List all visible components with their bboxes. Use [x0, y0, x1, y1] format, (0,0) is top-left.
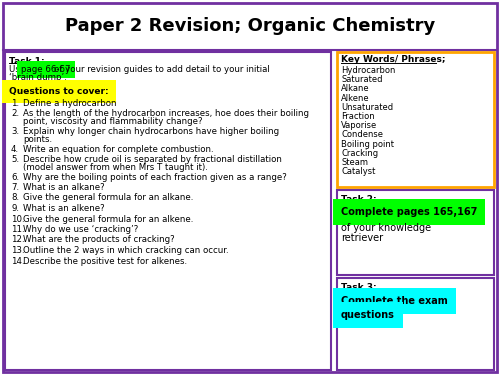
Text: What are the products of cracking?: What are the products of cracking? — [23, 236, 174, 244]
Text: of your revision guides to add detail to your initial: of your revision guides to add detail to… — [54, 65, 270, 74]
Text: What is an alkane?: What is an alkane? — [23, 183, 104, 192]
Text: Describe the positive test for alkenes.: Describe the positive test for alkenes. — [23, 256, 187, 265]
Text: retriever: retriever — [341, 233, 383, 243]
Text: Explain why longer chain hydrocarbons have higher boiling: Explain why longer chain hydrocarbons ha… — [23, 127, 279, 136]
Text: Saturated: Saturated — [341, 75, 382, 84]
Text: Describe how crude oil is separated by fractional distillation: Describe how crude oil is separated by f… — [23, 155, 282, 164]
Text: As the length of the hydrocarbon increases, hoe does their boiling: As the length of the hydrocarbon increas… — [23, 110, 309, 118]
FancyBboxPatch shape — [337, 278, 494, 370]
Text: Give the general formula for an alkane.: Give the general formula for an alkane. — [23, 194, 194, 202]
Text: 13.: 13. — [11, 246, 24, 255]
FancyBboxPatch shape — [337, 52, 494, 187]
Text: 8.: 8. — [11, 194, 19, 202]
Text: Give the general formula for an alkene.: Give the general formula for an alkene. — [23, 214, 194, 223]
Text: Outline the 2 ways in which cracking can occur.: Outline the 2 ways in which cracking can… — [23, 246, 229, 255]
Text: Paper 2 Revision; Organic Chemistry: Paper 2 Revision; Organic Chemistry — [65, 17, 435, 35]
Text: page 66-67: page 66-67 — [21, 65, 70, 74]
Text: point, viscosity and flammability change?: point, viscosity and flammability change… — [23, 117, 203, 126]
Text: 6.: 6. — [11, 172, 19, 182]
Text: 11.: 11. — [11, 225, 24, 234]
FancyBboxPatch shape — [337, 190, 494, 275]
Text: Complete pages 165,167: Complete pages 165,167 — [341, 207, 477, 217]
Text: Condense: Condense — [341, 130, 383, 140]
Text: Fraction: Fraction — [341, 112, 374, 121]
Text: points.: points. — [23, 135, 52, 144]
Text: 5.: 5. — [11, 155, 19, 164]
Text: Cracking: Cracking — [341, 149, 378, 158]
Text: 1.: 1. — [11, 99, 19, 108]
Text: Task 1;: Task 1; — [9, 56, 44, 65]
Text: What is an alkene?: What is an alkene? — [23, 204, 104, 213]
Text: ‘brain dump’.: ‘brain dump’. — [9, 73, 67, 82]
Text: Define a hydrocarbon: Define a hydrocarbon — [23, 99, 116, 108]
Text: Alkane: Alkane — [341, 84, 370, 93]
Text: Write an equation for complete combustion.: Write an equation for complete combustio… — [23, 144, 214, 153]
Text: Use: Use — [9, 65, 28, 74]
FancyBboxPatch shape — [3, 3, 497, 372]
Text: Alkene: Alkene — [341, 94, 370, 103]
Text: 2.: 2. — [11, 110, 19, 118]
Text: Task 3;: Task 3; — [341, 282, 376, 291]
Text: Key Words/ Phrases;: Key Words/ Phrases; — [341, 55, 446, 64]
Text: 7.: 7. — [11, 183, 19, 192]
Text: Why do we use ‘cracking’?: Why do we use ‘cracking’? — [23, 225, 138, 234]
Text: 12.: 12. — [11, 236, 24, 244]
Text: 4.: 4. — [11, 144, 19, 153]
Text: Boiling point: Boiling point — [341, 140, 394, 148]
Text: 9.: 9. — [11, 204, 19, 213]
Text: Questions to cover:: Questions to cover: — [9, 87, 108, 96]
Text: Hydrocarbon: Hydrocarbon — [341, 66, 396, 75]
Text: Unsaturated: Unsaturated — [341, 103, 393, 112]
Text: Catalyst: Catalyst — [341, 167, 376, 176]
FancyBboxPatch shape — [5, 52, 331, 370]
Text: 14.: 14. — [11, 256, 24, 265]
Text: of your knowledge: of your knowledge — [341, 223, 431, 233]
Text: Why are the boiling points of each fraction given as a range?: Why are the boiling points of each fract… — [23, 172, 287, 182]
Text: 10.: 10. — [11, 214, 24, 223]
Text: Task 2;: Task 2; — [341, 194, 376, 203]
Text: 3.: 3. — [11, 127, 19, 136]
Text: questions: questions — [341, 310, 395, 320]
Text: Steam: Steam — [341, 158, 368, 167]
Text: Complete the exam: Complete the exam — [341, 296, 448, 306]
Text: (model answer from when Mrs T taught it).: (model answer from when Mrs T taught it)… — [23, 163, 208, 172]
Text: Vaporise: Vaporise — [341, 121, 378, 130]
